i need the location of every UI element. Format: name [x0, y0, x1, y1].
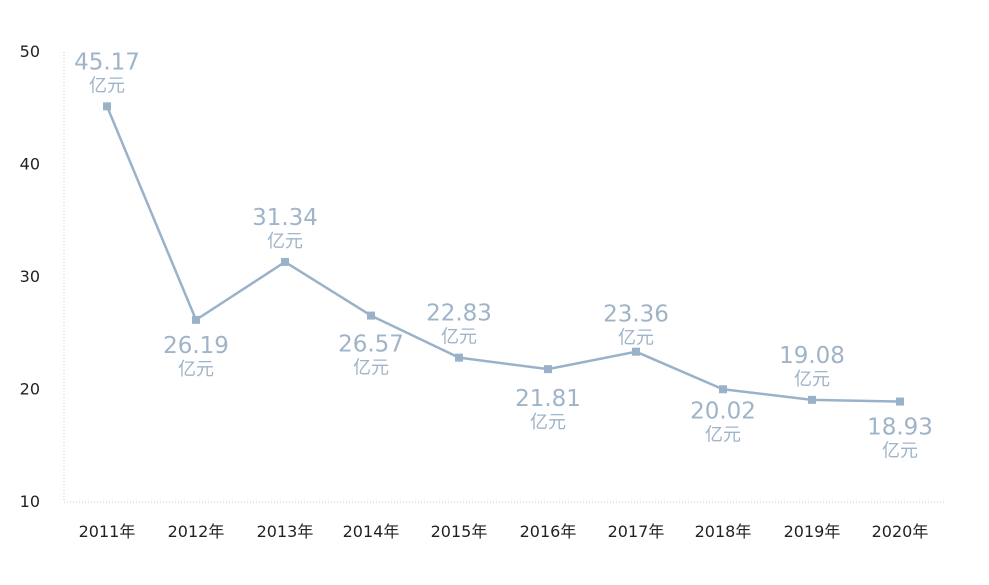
- x-tick-label: 2011年: [79, 522, 136, 541]
- tick-layer: 10 20 30 40 50 2011年 2012年 2013年 2014年 2015年 2016年…: [20, 42, 929, 541]
- label-layer: 45.17亿元26.19亿元31.34亿元26.57亿元22.83亿元21.81…: [74, 49, 933, 461]
- data-label: 21.81: [515, 386, 581, 412]
- x-tick-label: 2019年: [784, 522, 841, 541]
- x-tick-label: 2014年: [343, 522, 400, 541]
- data-label: 23.36: [603, 302, 669, 328]
- series-line: [105, 105, 902, 403]
- x-tick-label: 2015年: [431, 522, 488, 541]
- x-tick-label: 2020年: [872, 522, 929, 541]
- data-label-unit: 亿元: [618, 328, 654, 349]
- axis-layer: [63, 52, 944, 503]
- data-label: 22.83: [426, 301, 492, 327]
- data-label: 18.93: [867, 415, 933, 441]
- data-label-unit: 亿元: [794, 369, 830, 390]
- x-tick-label: 2018年: [695, 522, 752, 541]
- data-label: 20.02: [690, 398, 756, 424]
- x-tick-label: 2017年: [608, 522, 665, 541]
- data-label: 26.19: [163, 333, 229, 359]
- data-label-unit: 亿元: [267, 231, 303, 252]
- data-label-unit: 亿元: [89, 75, 125, 96]
- data-point: [455, 353, 463, 362]
- data-point: [632, 347, 640, 356]
- data-label: 31.34: [252, 205, 318, 231]
- data-label: 19.08: [779, 343, 845, 369]
- data-label-unit: 亿元: [705, 424, 741, 445]
- x-tick-label: 2013年: [257, 522, 314, 541]
- data-point: [719, 385, 727, 394]
- data-label-unit: 亿元: [178, 359, 214, 380]
- data-point: [808, 395, 816, 404]
- y-tick-label: 30: [20, 267, 40, 286]
- x-tick-label: 2012年: [168, 522, 225, 541]
- data-label: 45.17: [74, 49, 140, 75]
- y-tick-label: 20: [20, 380, 40, 399]
- data-point: [367, 311, 375, 320]
- data-point: [544, 365, 552, 374]
- y-tick-label: 10: [20, 492, 40, 511]
- data-label-unit: 亿元: [882, 441, 918, 462]
- data-point: [896, 397, 904, 406]
- data-label-unit: 亿元: [441, 327, 477, 348]
- series-layer: [103, 102, 904, 406]
- y-tick-label: 50: [20, 42, 40, 61]
- data-point: [192, 315, 200, 324]
- data-point: [281, 257, 289, 266]
- data-label: 26.57: [338, 332, 404, 358]
- data-point: [103, 102, 111, 111]
- y-tick-label: 40: [20, 155, 40, 174]
- data-label-unit: 亿元: [530, 412, 566, 433]
- x-tick-label: 2016年: [520, 522, 577, 541]
- data-label-unit: 亿元: [353, 358, 389, 379]
